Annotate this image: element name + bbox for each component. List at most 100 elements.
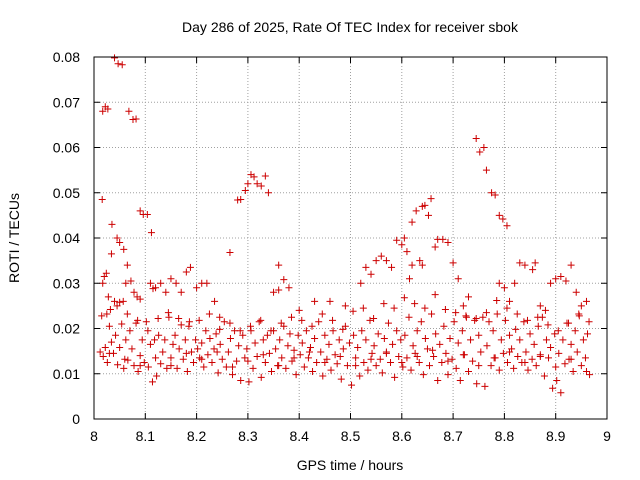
data-point [418, 261, 426, 269]
data-point [290, 346, 298, 354]
data-point [317, 348, 325, 356]
data-point [182, 268, 190, 276]
data-point [378, 369, 386, 377]
y-tick-label: 0.06 [53, 140, 80, 156]
data-point [380, 334, 388, 342]
data-point [285, 284, 293, 292]
data-point [154, 315, 162, 323]
data-point [444, 357, 452, 365]
data-point [250, 173, 258, 181]
data-point [212, 330, 220, 338]
x-tick-label: 8.9 [546, 428, 566, 444]
data-point [471, 316, 479, 324]
data-point [358, 327, 366, 335]
data-point [391, 373, 399, 381]
data-point [318, 310, 326, 318]
data-point [534, 313, 542, 321]
data-point [336, 353, 344, 361]
data-point [582, 297, 590, 305]
data-point [107, 338, 115, 346]
data-point [389, 340, 397, 348]
data-point [569, 367, 577, 375]
data-point [167, 354, 175, 362]
data-point [298, 316, 306, 324]
data-point [265, 349, 273, 357]
data-point [456, 377, 464, 385]
data-point [544, 321, 552, 329]
data-point [261, 172, 269, 180]
data-point [416, 257, 424, 265]
data-point [555, 349, 563, 357]
data-point [142, 318, 150, 326]
data-point [247, 327, 255, 335]
data-point [448, 355, 456, 363]
data-point [103, 310, 111, 318]
data-point [577, 302, 585, 310]
data-point [387, 358, 395, 366]
data-point [343, 362, 351, 370]
data-point [339, 345, 347, 353]
y-tick-label: 0 [72, 411, 80, 427]
data-point [98, 312, 106, 320]
data-point [367, 270, 375, 278]
data-point [337, 375, 345, 383]
data-point [305, 348, 313, 356]
data-point [296, 351, 304, 359]
data-point [521, 358, 529, 366]
data-point [359, 304, 367, 312]
data-point [547, 344, 555, 352]
data-point [186, 263, 194, 271]
data-point [482, 309, 490, 317]
data-point [452, 364, 460, 372]
data-point [506, 348, 514, 356]
data-point [586, 371, 594, 379]
data-point [195, 316, 203, 324]
data-point [153, 372, 161, 380]
data-point [506, 297, 514, 305]
data-point [360, 358, 368, 366]
data-point [475, 331, 483, 339]
data-point [306, 344, 314, 352]
data-point [120, 364, 128, 372]
data-point [294, 331, 302, 339]
data-point [551, 330, 559, 338]
data-point [388, 263, 396, 271]
data-point [111, 54, 119, 62]
data-point [454, 275, 462, 283]
data-point [237, 196, 245, 204]
data-point [138, 336, 146, 344]
data-point [175, 315, 183, 323]
data-point [547, 279, 555, 287]
data-point [376, 355, 384, 363]
data-point [132, 115, 140, 123]
data-point [224, 348, 232, 356]
data-point [526, 330, 534, 338]
data-point [241, 186, 249, 194]
data-point [458, 327, 466, 335]
data-point [532, 362, 540, 370]
data-point [298, 339, 306, 347]
data-point [393, 236, 401, 244]
data-point [151, 336, 159, 344]
data-point [128, 345, 136, 353]
y-tick-label: 0.02 [53, 321, 80, 337]
data-point [213, 348, 221, 356]
data-point [214, 369, 222, 377]
data-point [384, 319, 392, 327]
data-point [101, 344, 109, 352]
data-point [554, 327, 562, 335]
data-point [427, 195, 435, 203]
data-point [421, 304, 429, 312]
data-point [244, 357, 252, 365]
y-tick-label: 0.04 [53, 230, 80, 246]
data-point [529, 266, 537, 274]
data-point [144, 363, 152, 371]
data-point [121, 355, 129, 363]
data-point [159, 348, 167, 356]
data-point [192, 336, 200, 344]
data-point [136, 207, 144, 215]
data-point [567, 355, 575, 363]
data-point [183, 367, 191, 375]
data-point [315, 318, 323, 326]
